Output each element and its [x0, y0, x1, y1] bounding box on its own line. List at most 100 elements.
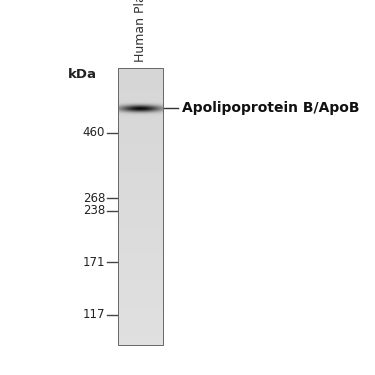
- Text: 238: 238: [83, 204, 105, 218]
- Bar: [118, 198, 163, 201]
- Bar: [118, 265, 163, 267]
- Bar: [118, 190, 163, 193]
- Bar: [118, 148, 163, 151]
- Bar: [118, 229, 163, 231]
- Bar: [118, 303, 163, 306]
- Bar: [118, 248, 163, 251]
- Bar: [118, 140, 163, 143]
- Bar: [118, 126, 163, 129]
- Text: 171: 171: [82, 255, 105, 268]
- Bar: [118, 287, 163, 290]
- Bar: [118, 121, 163, 123]
- Bar: [118, 326, 163, 328]
- Text: Human Plasma: Human Plasma: [134, 0, 147, 62]
- Bar: [118, 306, 163, 309]
- Bar: [118, 104, 163, 107]
- Bar: [118, 90, 163, 93]
- Bar: [118, 85, 163, 87]
- Bar: [118, 204, 163, 207]
- Bar: [118, 176, 163, 179]
- Bar: [118, 337, 163, 339]
- Bar: [118, 342, 163, 345]
- Bar: [118, 317, 163, 320]
- Bar: [118, 262, 163, 265]
- Bar: [118, 157, 163, 159]
- Bar: [118, 312, 163, 315]
- Bar: [118, 159, 163, 162]
- Bar: [118, 151, 163, 154]
- Bar: [118, 309, 163, 312]
- Bar: [118, 171, 163, 173]
- Bar: [118, 87, 163, 90]
- Bar: [118, 256, 163, 259]
- Bar: [118, 334, 163, 337]
- Bar: [118, 301, 163, 303]
- Bar: [118, 251, 163, 254]
- Text: Apolipoprotein B/ApoB: Apolipoprotein B/ApoB: [182, 101, 360, 115]
- Bar: [118, 107, 163, 109]
- Bar: [118, 195, 163, 198]
- Bar: [118, 240, 163, 243]
- Bar: [118, 220, 163, 223]
- Bar: [118, 173, 163, 176]
- Bar: [118, 273, 163, 276]
- Bar: [118, 68, 163, 71]
- Bar: [118, 276, 163, 279]
- Text: kDa: kDa: [68, 69, 96, 81]
- Bar: [118, 182, 163, 184]
- Bar: [118, 279, 163, 281]
- Bar: [118, 217, 163, 220]
- Bar: [118, 99, 163, 101]
- Text: 460: 460: [82, 126, 105, 140]
- Bar: [118, 254, 163, 257]
- Bar: [118, 267, 163, 270]
- Bar: [118, 226, 163, 229]
- Bar: [118, 209, 163, 212]
- Bar: [118, 207, 163, 209]
- Bar: [118, 259, 163, 262]
- Bar: [118, 146, 163, 148]
- Bar: [118, 101, 163, 104]
- Bar: [118, 320, 163, 323]
- Bar: [118, 215, 163, 217]
- Bar: [118, 223, 163, 226]
- Bar: [118, 237, 163, 240]
- Bar: [118, 292, 163, 295]
- Bar: [118, 331, 163, 334]
- Text: 117: 117: [82, 309, 105, 321]
- Bar: [118, 79, 163, 82]
- Bar: [118, 143, 163, 146]
- Bar: [118, 298, 163, 301]
- Bar: [118, 115, 163, 118]
- Bar: [118, 132, 163, 135]
- Bar: [118, 154, 163, 157]
- Bar: [118, 135, 163, 137]
- Bar: [118, 168, 163, 171]
- Bar: [118, 315, 163, 317]
- Bar: [118, 82, 163, 85]
- Bar: [118, 76, 163, 79]
- Bar: [118, 165, 163, 168]
- Bar: [118, 270, 163, 273]
- Bar: [118, 187, 163, 190]
- Bar: [118, 245, 163, 248]
- Bar: [118, 179, 163, 182]
- Bar: [118, 112, 163, 115]
- Bar: [118, 71, 163, 74]
- Bar: [118, 123, 163, 126]
- Bar: [118, 290, 163, 292]
- Bar: [118, 118, 163, 121]
- Bar: [118, 231, 163, 234]
- Bar: [118, 295, 163, 298]
- Bar: [118, 162, 163, 165]
- Bar: [118, 328, 163, 331]
- Bar: [118, 68, 163, 345]
- Bar: [118, 281, 163, 284]
- Bar: [118, 339, 163, 342]
- Bar: [118, 129, 163, 132]
- Bar: [118, 184, 163, 187]
- Bar: [118, 323, 163, 326]
- Bar: [118, 137, 163, 140]
- Text: 268: 268: [82, 192, 105, 204]
- Bar: [118, 74, 163, 76]
